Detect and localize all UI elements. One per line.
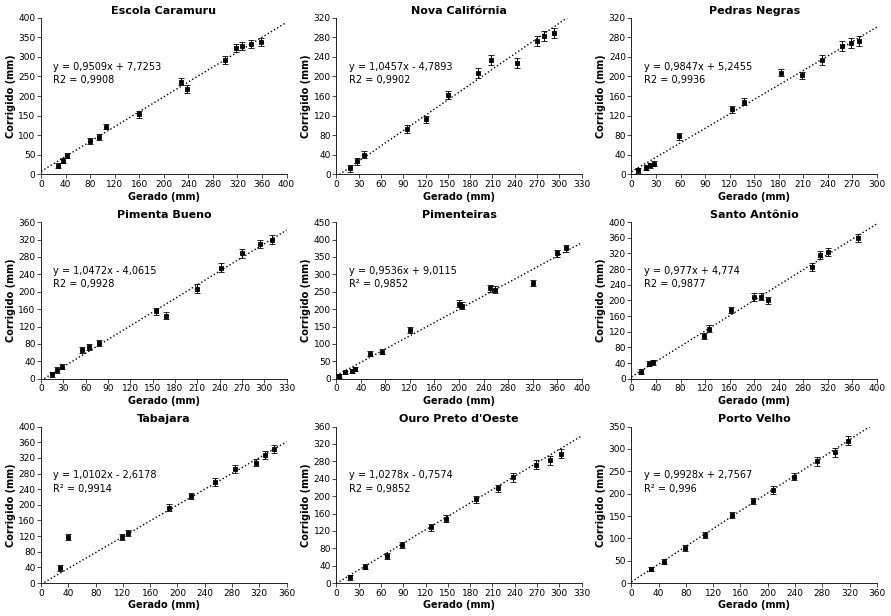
Title: Pedras Negras: Pedras Negras: [708, 6, 800, 15]
X-axis label: Gerado (mm): Gerado (mm): [423, 396, 495, 406]
Title: Porto Velho: Porto Velho: [718, 415, 790, 424]
Title: Santo Antônio: Santo Antônio: [710, 210, 798, 220]
Y-axis label: Corrigido (mm): Corrigido (mm): [300, 54, 311, 138]
Title: Escola Caramuru: Escola Caramuru: [111, 6, 217, 15]
X-axis label: Gerado (mm): Gerado (mm): [127, 192, 200, 201]
Text: y = 0,9509x + 7,7253
R2 = 0,9908: y = 0,9509x + 7,7253 R2 = 0,9908: [53, 62, 161, 85]
X-axis label: Gerado (mm): Gerado (mm): [718, 192, 790, 201]
Title: Nova Califórnia: Nova Califórnia: [411, 6, 507, 15]
Y-axis label: Corrigido (mm): Corrigido (mm): [300, 259, 311, 342]
Y-axis label: Corrigido (mm): Corrigido (mm): [5, 463, 15, 546]
Title: Ouro Preto d'Oeste: Ouro Preto d'Oeste: [399, 415, 519, 424]
X-axis label: Gerado (mm): Gerado (mm): [718, 601, 790, 610]
X-axis label: Gerado (mm): Gerado (mm): [127, 396, 200, 406]
Title: Pimenta Bueno: Pimenta Bueno: [117, 210, 211, 220]
X-axis label: Gerado (mm): Gerado (mm): [423, 192, 495, 201]
Y-axis label: Corrigido (mm): Corrigido (mm): [596, 463, 606, 546]
Y-axis label: Corrigido (mm): Corrigido (mm): [5, 54, 15, 138]
Text: y = 0,977x + 4,774
R2 = 0,9877: y = 0,977x + 4,774 R2 = 0,9877: [643, 266, 740, 289]
X-axis label: Gerado (mm): Gerado (mm): [127, 601, 200, 610]
Text: y = 1,0472x - 4,0615
R2 = 0,9928: y = 1,0472x - 4,0615 R2 = 0,9928: [53, 266, 157, 289]
Y-axis label: Corrigido (mm): Corrigido (mm): [300, 463, 311, 546]
Y-axis label: Corrigido (mm): Corrigido (mm): [5, 259, 15, 342]
Text: y = 1,0278x - 0,7574
R2 = 0,9852: y = 1,0278x - 0,7574 R2 = 0,9852: [348, 471, 453, 493]
Y-axis label: Corrigido (mm): Corrigido (mm): [596, 54, 606, 138]
Text: y = 0,9536x + 9,0115
R² = 0,9852: y = 0,9536x + 9,0115 R² = 0,9852: [348, 266, 456, 289]
Text: y = 1,0102x - 2,6178
R² = 0,9914: y = 1,0102x - 2,6178 R² = 0,9914: [53, 471, 157, 493]
X-axis label: Gerado (mm): Gerado (mm): [423, 601, 495, 610]
X-axis label: Gerado (mm): Gerado (mm): [718, 396, 790, 406]
Title: Tabajara: Tabajara: [137, 415, 191, 424]
Text: y = 1,0457x - 4,7893
R2 = 0,9902: y = 1,0457x - 4,7893 R2 = 0,9902: [348, 62, 452, 85]
Y-axis label: Corrigido (mm): Corrigido (mm): [596, 259, 606, 342]
Text: y = 0,9847x + 5,2455
R2 = 0,9936: y = 0,9847x + 5,2455 R2 = 0,9936: [643, 62, 752, 85]
Text: y = 0,9928x + 2,7567
R² = 0,996: y = 0,9928x + 2,7567 R² = 0,996: [643, 471, 752, 493]
Title: Pimenteiras: Pimenteiras: [421, 210, 496, 220]
